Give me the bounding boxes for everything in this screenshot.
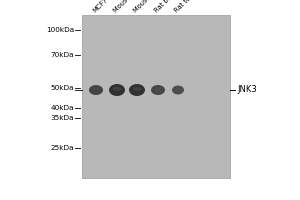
- Ellipse shape: [154, 87, 162, 91]
- Ellipse shape: [112, 87, 122, 91]
- Text: Rat brain: Rat brain: [154, 0, 180, 14]
- Ellipse shape: [133, 87, 141, 91]
- Text: JNK3: JNK3: [237, 86, 257, 95]
- Text: 70kDa: 70kDa: [50, 52, 74, 58]
- Ellipse shape: [172, 86, 184, 95]
- Ellipse shape: [151, 85, 165, 95]
- Ellipse shape: [175, 87, 181, 91]
- Text: 100kDa: 100kDa: [46, 27, 74, 33]
- Text: 25kDa: 25kDa: [50, 145, 74, 151]
- Text: 50kDa: 50kDa: [50, 85, 74, 91]
- Ellipse shape: [89, 85, 103, 95]
- Text: Rat testis: Rat testis: [174, 0, 200, 14]
- Text: Mouse testis: Mouse testis: [133, 0, 167, 14]
- Ellipse shape: [129, 84, 145, 96]
- Ellipse shape: [109, 84, 125, 96]
- Text: 40kDa: 40kDa: [50, 105, 74, 111]
- Text: 35kDa: 35kDa: [50, 115, 74, 121]
- Ellipse shape: [92, 87, 100, 91]
- Bar: [82, 15, 230, 178]
- Text: MCF7: MCF7: [92, 0, 109, 14]
- Text: Mouse brain: Mouse brain: [113, 0, 146, 14]
